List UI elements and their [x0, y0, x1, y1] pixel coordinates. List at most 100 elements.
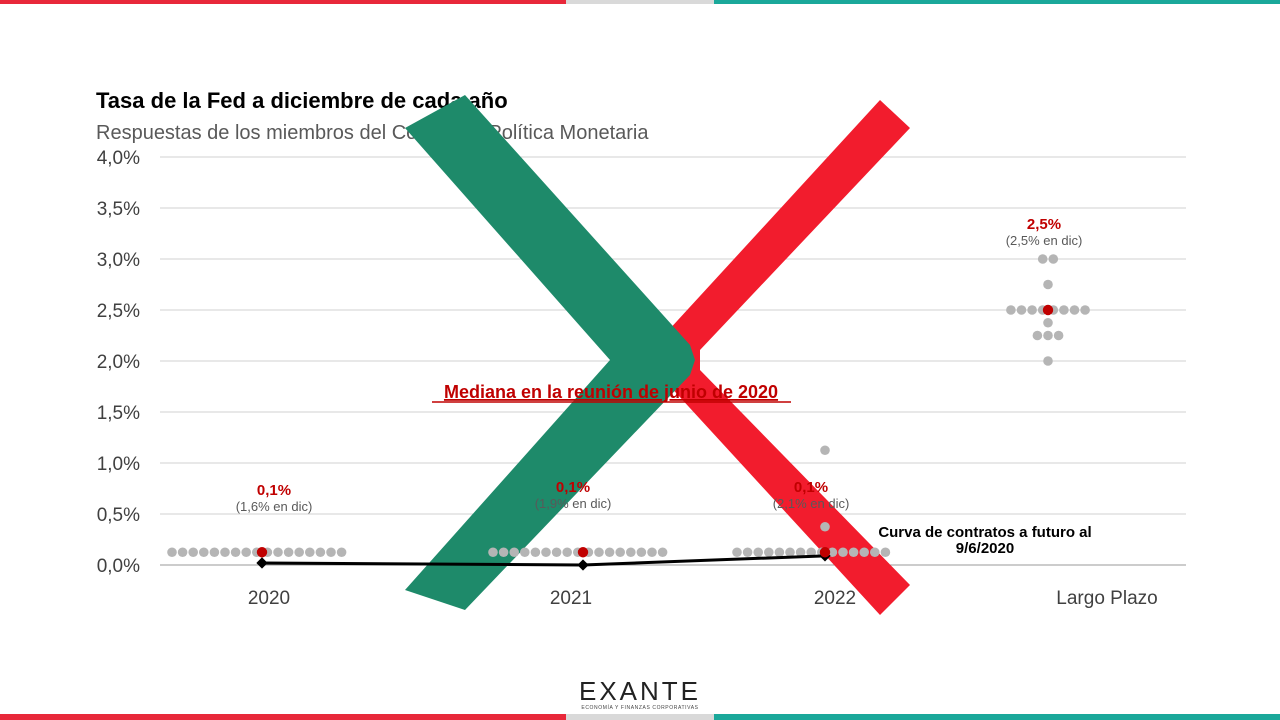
median-label: 2,5%	[1027, 216, 1061, 233]
dot-point	[870, 547, 880, 558]
dot-point	[230, 547, 241, 558]
x-tick-label: 2022	[814, 588, 856, 609]
dot-point	[1053, 330, 1064, 341]
dot-point	[820, 445, 830, 456]
dot-point	[795, 547, 806, 558]
dot-point	[551, 547, 562, 558]
median-label: 0,1%	[556, 479, 590, 496]
dot-point	[1027, 305, 1037, 315]
dot-point	[199, 547, 209, 558]
bottom-bar-teal	[714, 714, 1280, 720]
median-dot	[577, 547, 589, 558]
dot-point	[488, 547, 498, 558]
x-tick-label: Largo Plazo	[1056, 588, 1157, 609]
y-tick-label: 0,5%	[97, 505, 140, 526]
median-label: 0,1%	[794, 479, 828, 496]
bottom-accent-bar	[0, 714, 1280, 720]
exante-logo: EXANTE ECONOMÍA Y FINANZAS CORPORATIVAS	[540, 676, 740, 711]
dot-point	[820, 521, 830, 532]
dot-point	[615, 547, 625, 558]
dot-point	[827, 547, 838, 558]
dot-point	[294, 547, 305, 558]
dot-point	[188, 547, 198, 558]
futures-curve-point	[577, 559, 589, 571]
dot-point	[273, 547, 283, 558]
dot-point	[636, 547, 647, 558]
y-tick-label: 1,0%	[97, 454, 140, 475]
x-tick-label: 2021	[550, 588, 592, 609]
median-sublabel: (2,5% en dic)	[1006, 233, 1083, 248]
dot-point	[315, 547, 326, 558]
y-tick-label: 2,5%	[97, 301, 140, 322]
dot-point	[785, 547, 795, 558]
y-tick-label: 3,0%	[97, 250, 140, 271]
median-annotation: Mediana en la reunión de junio de 2020	[444, 382, 778, 402]
logo-name: EXANTE	[578, 676, 702, 706]
median-sublabel: (2,1% en dic)	[773, 496, 850, 511]
dot-point	[336, 547, 347, 558]
dot-point	[753, 547, 763, 558]
dot-point	[1043, 317, 1053, 328]
dot-point	[774, 547, 785, 558]
dot-point	[1016, 305, 1027, 315]
dot-point	[498, 547, 509, 558]
chart-subtitle: Respuestas de los miembros del Comité de…	[96, 122, 649, 144]
x-tick-label: 2020	[248, 588, 290, 609]
dot-point	[742, 547, 753, 558]
futures-annotation-line1: Curva de contratos a futuro al	[878, 524, 1091, 541]
dot-point	[530, 547, 541, 558]
dot-point	[326, 547, 336, 558]
top-bar-red	[0, 0, 566, 4]
dot-point	[626, 547, 636, 558]
dot-point	[1037, 254, 1048, 264]
logo-tagline: ECONOMÍA Y FINANZAS CORPORATIVAS	[581, 705, 699, 711]
dot-point	[305, 547, 315, 558]
dot-point	[859, 547, 869, 558]
dot-point	[220, 547, 230, 558]
median-dot	[256, 547, 268, 558]
top-accent-bar	[0, 0, 1280, 4]
dot-point	[880, 547, 891, 558]
x-mark-green-arm	[405, 95, 695, 610]
dot-point	[562, 547, 572, 558]
median-label: 0,1%	[257, 482, 291, 499]
dot-point	[604, 547, 615, 558]
x-mark-red-arm	[650, 100, 910, 615]
dot-point	[541, 547, 551, 558]
dot-point	[647, 547, 657, 558]
dot-point	[848, 547, 859, 558]
dot-point	[1006, 305, 1016, 315]
median-sublabel: (1,6% en dic)	[236, 499, 313, 514]
futures-curve-point	[256, 557, 268, 569]
dot-point	[1059, 305, 1069, 315]
top-bar-teal	[714, 0, 1280, 4]
dot-point	[732, 547, 742, 558]
y-tick-label: 1,5%	[97, 403, 140, 424]
x-mark-icon	[405, 95, 910, 615]
futures-curve-line	[261, 554, 826, 567]
median-sublabel: (1,9% en dic)	[535, 496, 612, 511]
bottom-bar-red	[0, 714, 566, 720]
dot-point	[1080, 305, 1090, 315]
dot-point	[520, 547, 530, 558]
dot-point	[1032, 330, 1043, 341]
dot-point	[1048, 254, 1059, 264]
y-tick-label: 3,5%	[97, 199, 140, 220]
top-bar-gray	[566, 0, 714, 4]
dot-point	[209, 547, 220, 558]
dot-point	[657, 547, 668, 558]
dot-point	[764, 547, 774, 558]
median-dot	[1042, 304, 1054, 316]
dot-point	[806, 547, 816, 558]
dot-point	[241, 547, 251, 558]
chart-title: Tasa de la Fed a diciembre de cada año	[96, 88, 508, 113]
dot-point	[1069, 305, 1080, 315]
dot-point	[167, 547, 177, 558]
dot-point	[1043, 279, 1053, 290]
dot-point	[1043, 330, 1053, 341]
dot-point	[509, 547, 519, 558]
dot-point	[1043, 356, 1053, 366]
dot-point	[283, 547, 294, 558]
futures-annotation-line2: 9/6/2020	[956, 540, 1014, 557]
